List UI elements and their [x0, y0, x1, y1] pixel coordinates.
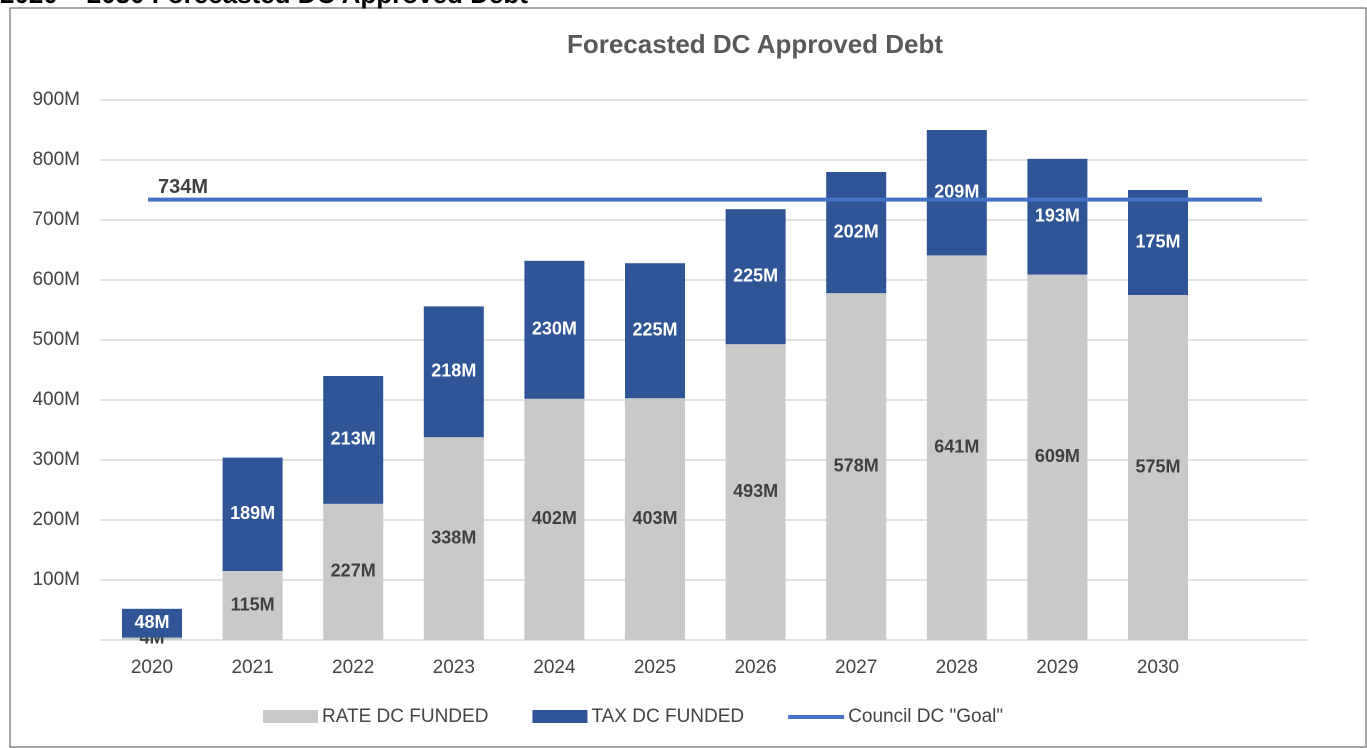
chart-title: Forecasted DC Approved Debt: [567, 29, 943, 59]
data-label: 493M: [733, 481, 778, 501]
x-tick-label: 2025: [634, 657, 676, 678]
bar-segment: [222, 457, 283, 571]
bar-segment: [826, 293, 887, 640]
legend-label: Council DC "Goal": [848, 706, 1003, 727]
data-label: 189M: [230, 503, 275, 523]
data-label: 209M: [934, 181, 979, 201]
legend-swatch: [263, 710, 318, 723]
legend-label: RATE DC FUNDED: [322, 706, 488, 727]
x-tick-label: 2024: [533, 657, 576, 678]
y-tick-label: 400M: [32, 389, 80, 410]
bar-segment: [122, 637, 182, 640]
bar-segment: [826, 172, 887, 294]
bar-segment: [625, 263, 685, 399]
goal-label: 734M: [158, 176, 208, 198]
data-label: 227M: [331, 561, 376, 581]
bar-segment: [423, 306, 484, 438]
data-label: 218M: [431, 361, 476, 381]
y-tick-label: 300M: [32, 449, 80, 470]
y-tick-label: 800M: [32, 149, 80, 170]
x-tick-label: 2021: [231, 657, 273, 678]
bar-segment: [524, 260, 585, 399]
bar-segment: [1027, 158, 1088, 275]
legend-label: TAX DC FUNDED: [591, 706, 744, 727]
x-tick-label: 2028: [936, 657, 978, 678]
data-label: 225M: [733, 265, 778, 285]
legend-swatch: [532, 710, 588, 723]
bar-segment: [926, 255, 987, 640]
y-tick-label: 200M: [32, 509, 80, 530]
y-tick-label: 100M: [32, 569, 80, 590]
x-tick-label: 2020: [131, 657, 173, 678]
x-tick-label: 2029: [1036, 657, 1078, 678]
data-label: 193M: [1035, 205, 1080, 225]
data-label: 175M: [1135, 231, 1180, 251]
bar-segment: [222, 571, 283, 640]
bar-segment: [1027, 274, 1088, 640]
data-label: 115M: [231, 594, 275, 614]
data-label: 641M: [934, 436, 979, 456]
data-label: 213M: [331, 429, 376, 449]
bar-segment: [926, 130, 987, 256]
data-label: 202M: [834, 221, 879, 241]
bar-segment: [725, 209, 786, 345]
bar-segment: [625, 398, 685, 640]
y-tick-label: 500M: [32, 329, 80, 350]
y-tick-label: 900M: [32, 89, 80, 110]
data-label: 402M: [532, 508, 577, 528]
y-tick-label: 700M: [32, 209, 80, 230]
data-label: 230M: [532, 319, 577, 339]
data-label: 403M: [632, 508, 677, 528]
bar-segment: [423, 437, 484, 640]
x-tick-label: 2027: [835, 657, 877, 678]
data-label: 575M: [1135, 456, 1180, 476]
bar-segment: [524, 398, 585, 640]
page-heading: 2020 – 2030 Forecasted DC Approved Debt: [0, 0, 528, 9]
data-label: 578M: [834, 455, 879, 475]
x-tick-label: 2030: [1137, 657, 1179, 678]
bar-segment: [1128, 190, 1188, 295]
data-label: 48M: [134, 612, 169, 632]
data-label: 609M: [1035, 446, 1080, 466]
x-tick-label: 2022: [332, 657, 374, 678]
bar-segment: [725, 344, 786, 640]
bar-segment: [323, 503, 384, 640]
y-tick-label: 600M: [32, 269, 80, 290]
bar-segment: [323, 376, 384, 504]
x-tick-label: 2026: [734, 657, 776, 678]
x-tick-label: 2023: [433, 657, 475, 678]
bar-segment: [122, 608, 182, 638]
bar-segment: [1128, 295, 1188, 640]
data-label: 225M: [632, 319, 677, 339]
data-label: 338M: [431, 527, 476, 547]
